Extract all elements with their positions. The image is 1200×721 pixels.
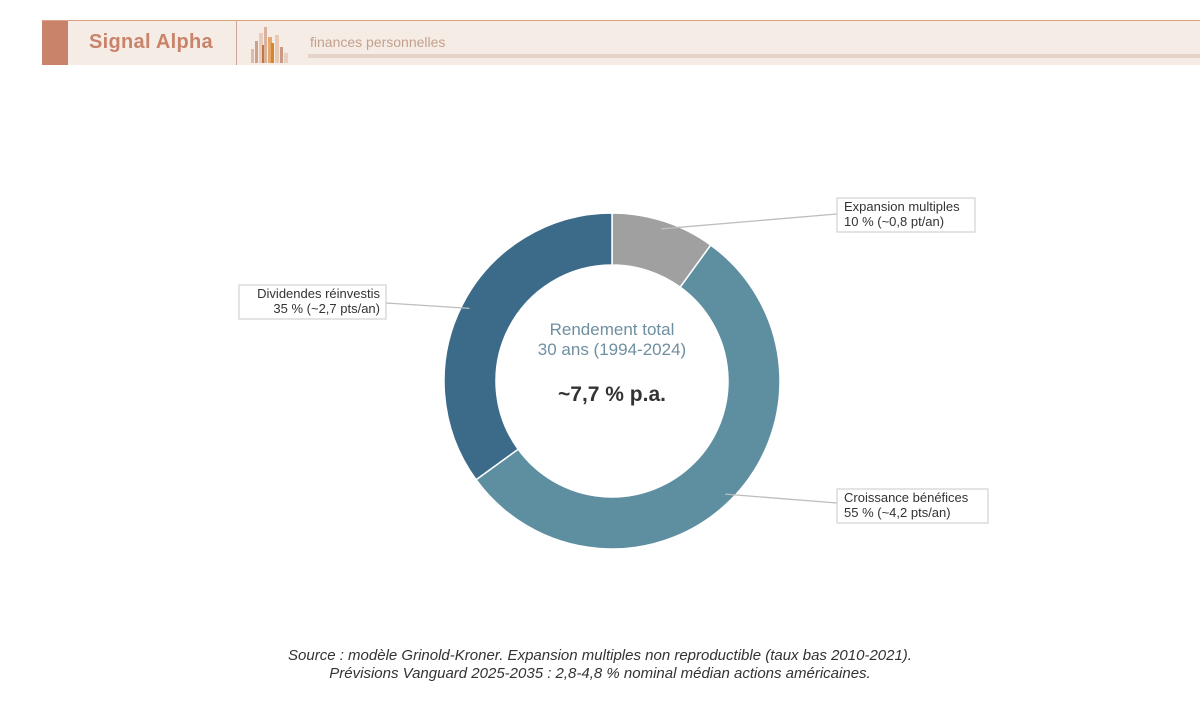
slice-labels: Expansion multiples 10 % (~0,8 pt/an) Cr…	[238, 197, 989, 524]
leader-line	[385, 302, 470, 310]
label-expansion-name: Expansion multiples	[844, 199, 960, 214]
footnote-line-1: Source : modèle Grinold-Kroner. Expansio…	[288, 647, 912, 664]
label-box-croissance	[836, 488, 989, 524]
slice-croissance-benefices	[475, 244, 781, 550]
donut-slices	[443, 212, 781, 550]
center-title-line2: 30 ans (1994-2024)	[538, 340, 686, 359]
label-box-dividendes	[238, 284, 387, 320]
header-underline	[308, 54, 1200, 58]
brand-name: Signal Alpha	[89, 31, 213, 53]
leader-line	[725, 493, 838, 504]
header-bar: Signal Alpha finances personnelles	[42, 20, 1200, 65]
label-dividendes-name: Dividendes réinvestis	[257, 286, 380, 301]
label-expansion-detail: 10 % (~0,8 pt/an)	[844, 214, 944, 229]
header-separator	[236, 21, 237, 65]
chart-footnote: Source : modèle Grinold-Kroner. Expansio…	[0, 647, 1200, 683]
center-title-line1: Rendement total	[550, 320, 675, 339]
bar-chart-logo-icon	[251, 27, 288, 63]
label-croissance-name: Croissance bénéfices	[844, 490, 969, 505]
label-box-expansion	[836, 197, 976, 233]
label-croissance-detail: 55 % (~4,2 pts/an)	[844, 505, 951, 520]
center-value: ~7,7 % p.a.	[558, 383, 666, 406]
label-dividendes-detail: 35 % (~2,7 pts/an)	[273, 301, 380, 316]
footnote-line-2: Prévisions Vanguard 2025-2035 : 2,8-4,8 …	[329, 665, 871, 682]
label-leader-lines	[385, 213, 838, 504]
header-accent-block	[42, 21, 68, 65]
slice-dividendes-reinvestis	[443, 212, 613, 481]
header-tagline: finances personnelles	[310, 34, 446, 50]
leader-line	[661, 213, 838, 230]
